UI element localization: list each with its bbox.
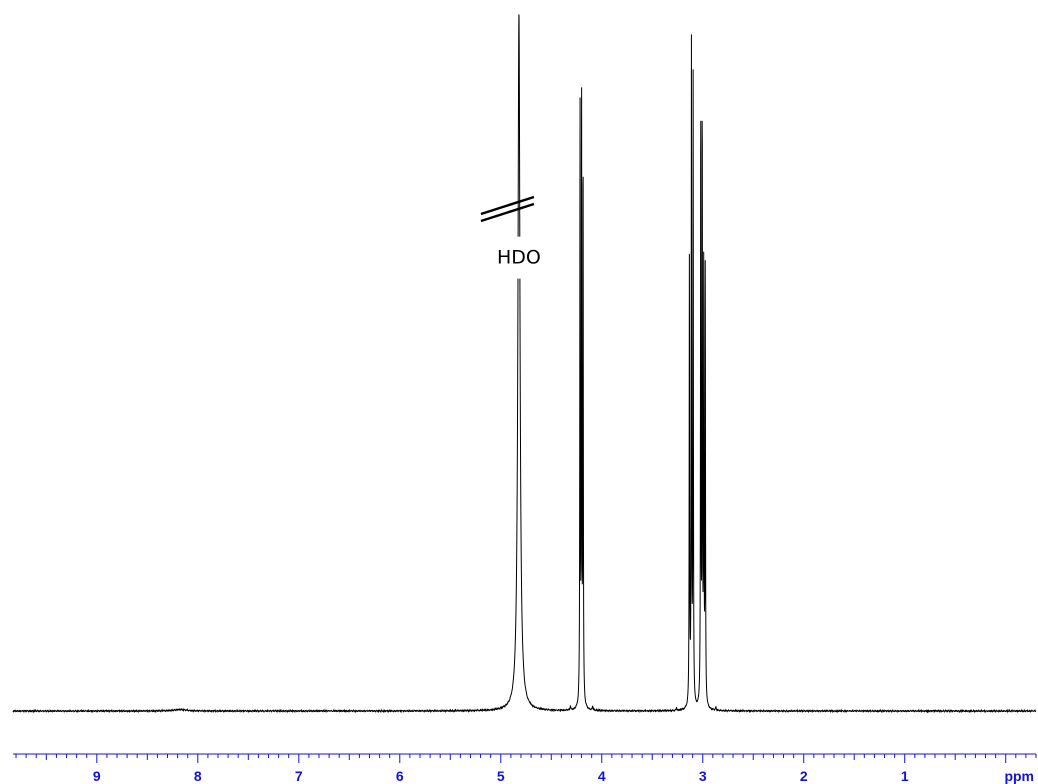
x-tick-label-6: 6 (396, 768, 404, 784)
x-axis-unit-label: ppm (1004, 768, 1034, 784)
axis-break-marker (480, 195, 535, 223)
spectrum-trace (12, 14, 1037, 714)
x-axis: 9 8 7 6 5 4 3 2 1 ppm (13, 753, 1037, 784)
break-line-2 (480, 202, 535, 223)
x-tick-label-5: 5 (497, 768, 505, 784)
x-tick-label-4: 4 (598, 768, 606, 784)
x-tick-label-7: 7 (295, 768, 303, 784)
spectrum-trace-layer (12, 14, 1037, 714)
x-tick-label-9: 9 (93, 768, 101, 784)
x-tick-label-2: 2 (800, 768, 808, 784)
annotation-gap (482, 236, 555, 279)
annotation-hdo-label: HDO (497, 247, 541, 269)
x-tick-label-8: 8 (194, 768, 202, 784)
break-line-1 (480, 195, 535, 216)
x-tick-label-1: 1 (901, 768, 909, 784)
annotation-layer: HDO (482, 236, 555, 279)
x-tick-label-3: 3 (699, 768, 707, 784)
